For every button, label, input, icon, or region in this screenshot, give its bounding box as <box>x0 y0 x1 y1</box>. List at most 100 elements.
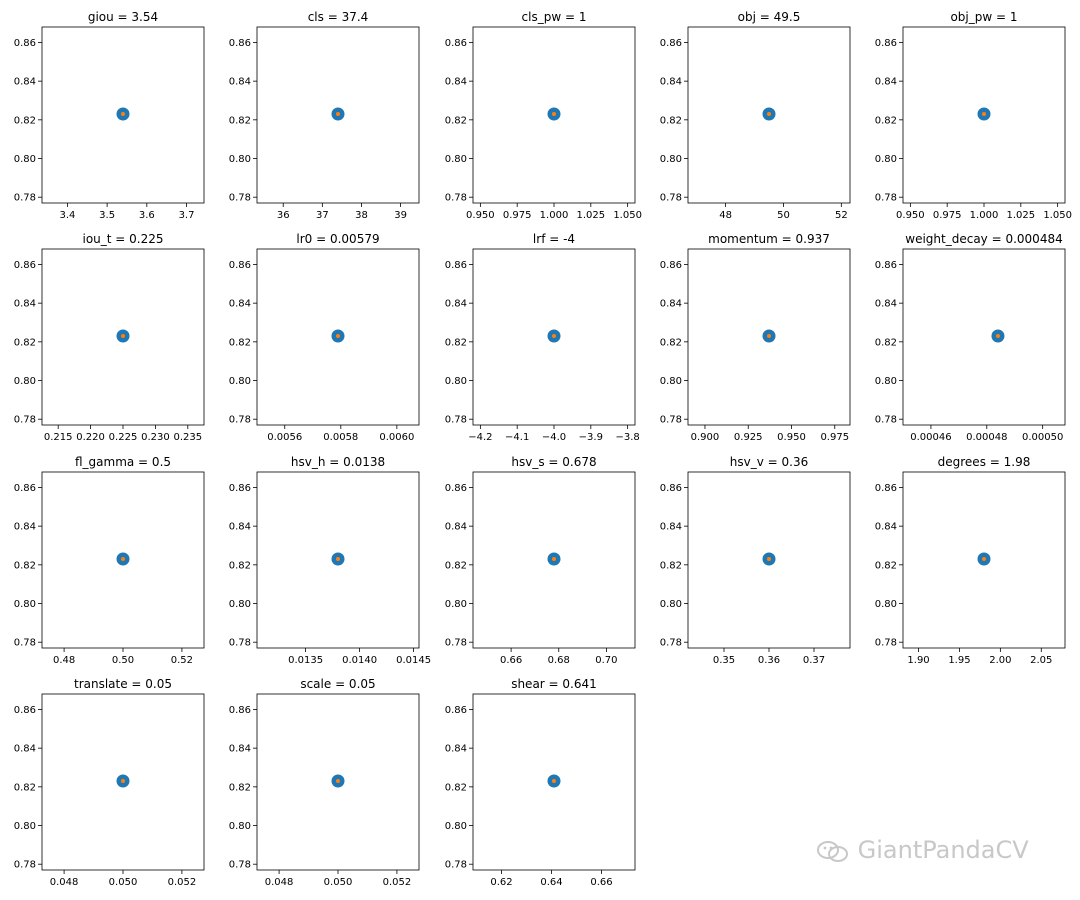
x-tick-label: 3.4 <box>59 210 75 221</box>
y-tick-label: 0.80 <box>660 154 682 165</box>
y-tick-label: 0.82 <box>660 115 682 126</box>
x-tick-label: 2.05 <box>1030 655 1052 666</box>
x-tick-label: 36 <box>277 210 290 221</box>
y-tick-label: 0.84 <box>445 522 467 533</box>
x-tick-label: 0.0058 <box>323 432 358 443</box>
data-point-center <box>552 334 556 339</box>
data-point-center <box>336 334 340 339</box>
x-tick-label: 1.050 <box>1043 210 1072 221</box>
y-tick-label: 0.78 <box>229 193 251 204</box>
y-tick-label: 0.86 <box>14 705 36 716</box>
y-tick-label: 0.84 <box>660 522 682 533</box>
subplot-title: fl_gamma = 0.5 <box>75 455 171 469</box>
watermark-text: GiantPandaCV <box>857 836 1029 864</box>
y-tick-label: 0.78 <box>14 860 36 871</box>
axes-frame <box>472 248 636 426</box>
y-tick-label: 0.82 <box>875 560 897 571</box>
y-tick-label: 0.80 <box>229 376 251 387</box>
y-tick-label: 0.86 <box>660 260 682 271</box>
data-point-center <box>121 334 125 339</box>
data-point-center <box>767 334 771 339</box>
axes-frame <box>256 248 420 426</box>
y-tick-label: 0.86 <box>660 38 682 49</box>
subplot: cls = 37.4 0.78 0.80 0.82 0.84 0.86 36 37 38 39 <box>229 10 420 221</box>
x-tick-label: 1.025 <box>1006 210 1035 221</box>
subplot-title: obj_pw = 1 <box>950 10 1017 24</box>
x-tick-label: 1.000 <box>540 210 569 221</box>
y-tick-label: 0.86 <box>445 38 467 49</box>
data-point-center <box>552 557 556 562</box>
subplot: obj = 49.5 0.78 0.80 0.82 0.84 0.86 48 50 52 <box>660 10 851 221</box>
y-tick-label: 0.86 <box>229 260 251 271</box>
y-tick-label: 0.82 <box>14 115 36 126</box>
axes-frame <box>472 471 636 649</box>
y-tick-label: 0.86 <box>660 483 682 494</box>
subplot-title: shear = 0.641 <box>511 677 597 691</box>
y-tick-label: 0.84 <box>660 299 682 310</box>
axes-frame <box>687 248 851 426</box>
x-tick-label: 37 <box>316 210 329 221</box>
y-tick-label: 0.82 <box>875 337 897 348</box>
y-tick-label: 0.86 <box>14 260 36 271</box>
x-tick-label: 38 <box>355 210 368 221</box>
x-tick-label: 48 <box>719 210 732 221</box>
y-tick-label: 0.78 <box>229 638 251 649</box>
x-tick-label: 0.52 <box>171 655 193 666</box>
x-tick-label: 0.48 <box>53 655 75 666</box>
x-tick-label: −4.2 <box>468 432 492 443</box>
x-tick-label: 39 <box>394 210 407 221</box>
y-tick-label: 0.84 <box>14 522 36 533</box>
y-tick-label: 0.80 <box>660 376 682 387</box>
subplot-title: degrees = 1.98 <box>938 455 1031 469</box>
y-tick-label: 0.78 <box>14 638 36 649</box>
x-tick-label: 0.975 <box>820 432 849 443</box>
data-point-center <box>121 557 125 562</box>
subplot: scale = 0.05 0.78 0.80 0.82 0.84 0.86 0.048 0.0… <box>229 677 420 888</box>
y-tick-label: 0.80 <box>445 821 467 832</box>
y-tick-label: 0.82 <box>660 337 682 348</box>
y-tick-label: 0.84 <box>875 522 897 533</box>
subplot: hsv_v = 0.36 0.78 0.80 0.82 0.84 0.86 0.35 0.36… <box>660 455 851 666</box>
x-tick-label: 0.35 <box>713 655 735 666</box>
subplot: momentum = 0.937 0.78 0.80 0.82 0.84 0.86 0.90… <box>660 232 851 443</box>
y-tick-label: 0.86 <box>445 483 467 494</box>
axes-frame <box>687 26 851 204</box>
y-tick-label: 0.82 <box>229 337 251 348</box>
x-tick-label: 0.00048 <box>966 432 1007 443</box>
y-tick-label: 0.84 <box>445 744 467 755</box>
x-tick-label: −4.0 <box>542 432 566 443</box>
x-tick-label: 1.95 <box>948 655 970 666</box>
y-tick-label: 0.80 <box>14 376 36 387</box>
y-tick-label: 0.84 <box>445 77 467 88</box>
y-tick-label: 0.86 <box>229 705 251 716</box>
watermark: GiantPandaCV <box>816 836 1029 864</box>
subplot-title: hsv_h = 0.0138 <box>291 455 385 469</box>
y-tick-label: 0.84 <box>229 744 251 755</box>
subplot-title: scale = 0.05 <box>300 677 375 691</box>
y-tick-label: 0.80 <box>875 154 897 165</box>
x-tick-label: 0.925 <box>734 432 763 443</box>
y-tick-label: 0.82 <box>445 560 467 571</box>
x-tick-label: 0.68 <box>548 655 570 666</box>
y-tick-label: 0.84 <box>445 299 467 310</box>
x-tick-label: 0.220 <box>76 432 105 443</box>
subplot-title: hsv_v = 0.36 <box>730 455 808 469</box>
y-tick-label: 0.78 <box>229 860 251 871</box>
y-tick-label: 0.80 <box>229 821 251 832</box>
subplot-title: giou = 3.54 <box>88 10 158 24</box>
y-tick-label: 0.80 <box>445 599 467 610</box>
data-point-center <box>336 112 340 117</box>
y-tick-label: 0.80 <box>14 599 36 610</box>
y-tick-label: 0.80 <box>229 599 251 610</box>
x-tick-label: 1.050 <box>613 210 642 221</box>
x-tick-label: 1.025 <box>576 210 605 221</box>
axes-frame <box>256 693 420 871</box>
data-point-center <box>121 112 125 117</box>
y-tick-label: 0.86 <box>875 38 897 49</box>
x-tick-label: 0.052 <box>383 877 412 888</box>
x-tick-label: 0.70 <box>595 655 617 666</box>
subplot-title: lr0 = 0.00579 <box>296 232 379 246</box>
axes-frame <box>902 471 1066 649</box>
y-tick-label: 0.80 <box>875 599 897 610</box>
